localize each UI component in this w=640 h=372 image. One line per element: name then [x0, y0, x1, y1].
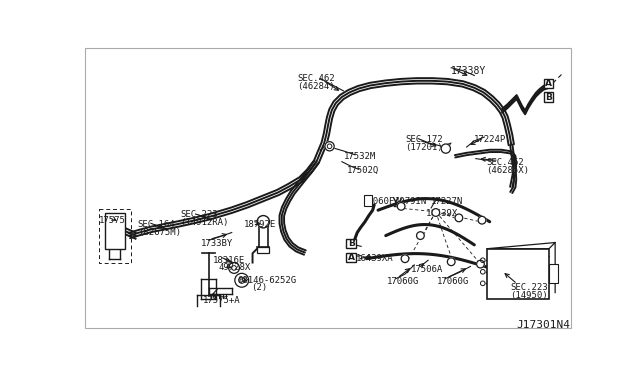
Text: 17502Q: 17502Q — [348, 166, 380, 175]
Text: 17060G: 17060G — [387, 277, 419, 286]
Text: 17506A: 17506A — [410, 265, 443, 274]
Text: 16439XA: 16439XA — [356, 254, 394, 263]
Text: 17227N: 17227N — [431, 197, 463, 206]
Circle shape — [257, 216, 269, 228]
Text: SEC.462: SEC.462 — [297, 74, 335, 83]
Text: 1733BY: 1733BY — [201, 239, 233, 248]
Bar — [549, 264, 558, 283]
Text: (14950): (14950) — [511, 291, 548, 300]
FancyArrowPatch shape — [445, 143, 451, 148]
Text: (14912RA): (14912RA) — [180, 218, 228, 227]
Text: A: A — [348, 253, 355, 262]
Text: 08146-6252G: 08146-6252G — [237, 276, 296, 285]
Bar — [364, 195, 372, 206]
Text: (46285X): (46285X) — [486, 166, 530, 174]
Text: SEC.164: SEC.164 — [138, 220, 175, 229]
Circle shape — [477, 260, 484, 268]
Text: B: B — [545, 93, 552, 102]
Circle shape — [481, 269, 485, 274]
Bar — [488, 249, 549, 299]
Circle shape — [228, 263, 239, 273]
Circle shape — [455, 214, 463, 222]
Text: (17201): (17201) — [405, 143, 443, 152]
Text: A: A — [545, 78, 552, 88]
Text: 16439X: 16439X — [426, 209, 458, 218]
Text: 17224P: 17224P — [474, 135, 506, 144]
Text: 17575: 17575 — [99, 216, 125, 225]
Bar — [543, 78, 553, 88]
Text: B: B — [348, 239, 355, 248]
Circle shape — [325, 142, 334, 151]
Circle shape — [432, 209, 440, 217]
Text: 49728X: 49728X — [219, 263, 251, 272]
Bar — [346, 239, 356, 248]
Circle shape — [397, 202, 405, 210]
Bar — [105, 212, 125, 250]
Text: SEC.462: SEC.462 — [486, 158, 524, 167]
Circle shape — [401, 255, 409, 263]
Text: (82675M): (82675M) — [138, 228, 181, 237]
Text: J17301N4: J17301N4 — [516, 320, 570, 330]
Circle shape — [417, 232, 424, 240]
Text: 17532M: 17532M — [344, 153, 376, 161]
Text: SEC.172: SEC.172 — [405, 135, 443, 144]
Text: 17338Y: 17338Y — [451, 66, 486, 76]
Bar — [543, 92, 553, 102]
Circle shape — [447, 258, 455, 266]
Circle shape — [481, 281, 485, 286]
Bar — [346, 253, 356, 262]
Text: B: B — [239, 278, 243, 283]
Circle shape — [478, 217, 486, 224]
Circle shape — [235, 273, 249, 287]
Text: SEC.223: SEC.223 — [511, 283, 548, 292]
Bar — [257, 247, 269, 253]
Text: 17060F: 17060F — [363, 197, 395, 206]
Text: 17060G: 17060G — [437, 277, 470, 286]
Text: 18792E: 18792E — [244, 220, 276, 229]
Text: (2): (2) — [251, 283, 267, 292]
Text: 1979IN: 1979IN — [395, 197, 428, 206]
Circle shape — [481, 258, 485, 263]
Text: 18316E: 18316E — [212, 256, 244, 264]
Text: (46284): (46284) — [297, 81, 335, 91]
Text: SEC.223: SEC.223 — [180, 210, 218, 219]
Text: 17575+A: 17575+A — [202, 296, 240, 305]
Circle shape — [441, 144, 451, 153]
